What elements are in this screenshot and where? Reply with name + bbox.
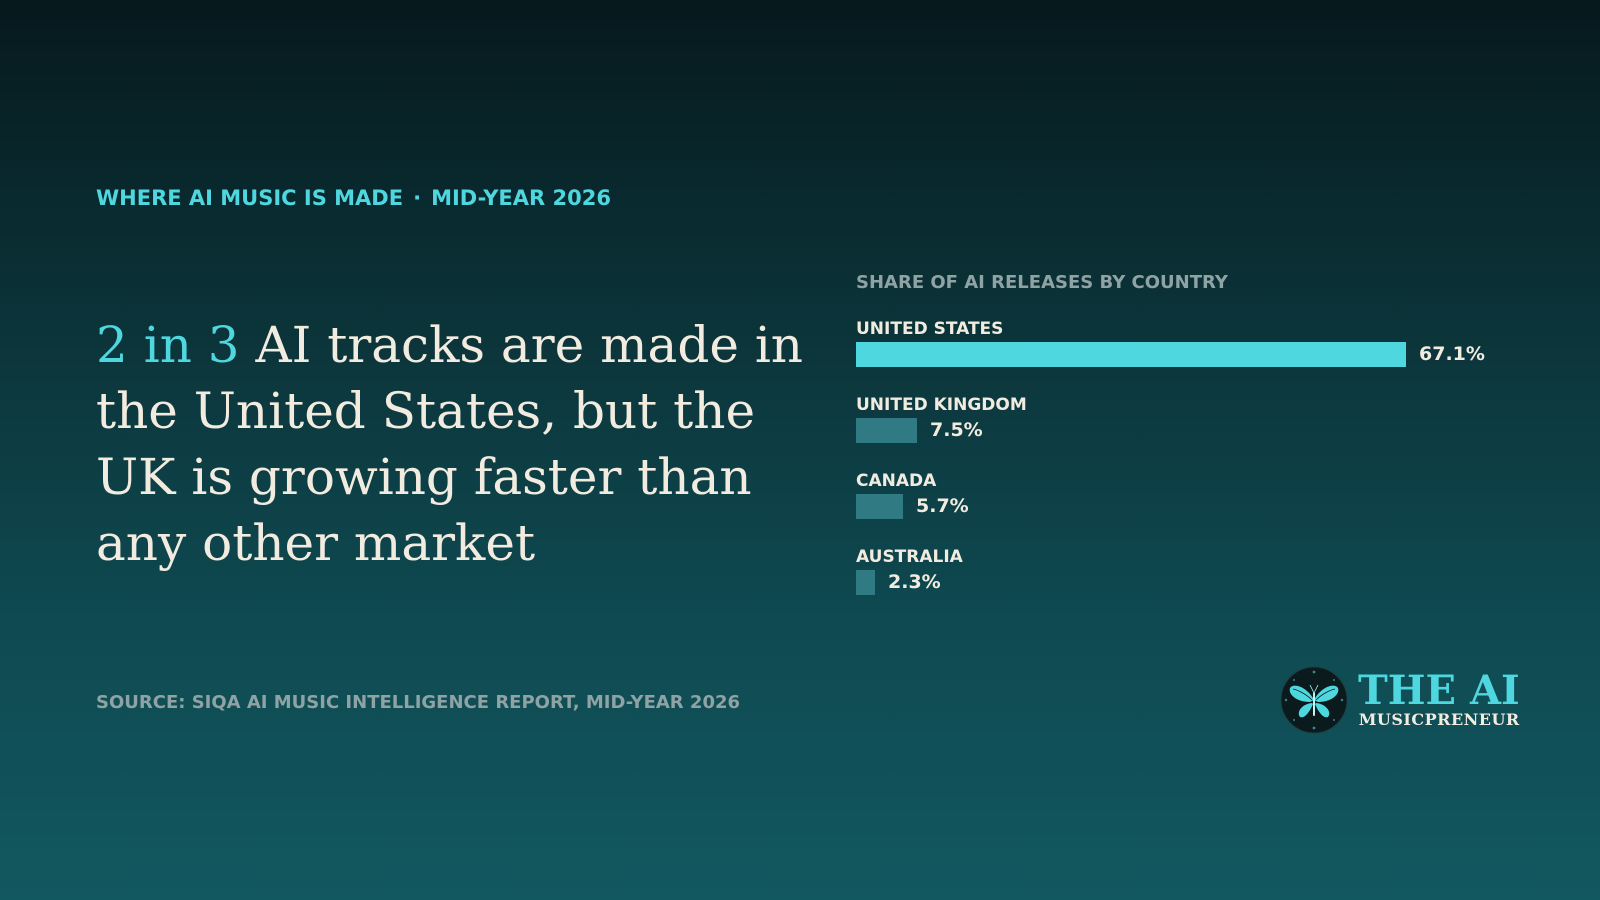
bar-value-label: 7.5% (930, 419, 983, 441)
bar-chart: SHARE OF AI RELEASES BY COUNTRY UNITED S… (856, 272, 1536, 621)
kicker-period: MID-YEAR 2026 (431, 186, 611, 210)
bar-track: 5.7% (856, 493, 1536, 519)
bar-category-label: CANADA (856, 471, 937, 491)
bar (856, 417, 917, 443)
bar-category-label: UNITED KINGDOM (856, 395, 1027, 415)
bar-row: AUSTRALIA 2.3% (856, 545, 1536, 621)
kicker: WHERE AI MUSIC IS MADE · MID-YEAR 2026 (96, 186, 611, 210)
chart-title: SHARE OF AI RELEASES BY COUNTRY (856, 272, 1228, 293)
bar-list: UNITED STATES 67.1% UNITED KINGDOM 7.5% CANA… (856, 317, 1536, 621)
headline: 2 in 3 AI tracks are made in the United … (96, 312, 816, 576)
bar (856, 341, 1406, 367)
bar-value-label: 2.3% (888, 571, 941, 593)
logo-sub-text: MUSICPRENEUR (1358, 710, 1520, 729)
bar-value-label: 5.7% (916, 495, 969, 517)
bar-category-label: UNITED STATES (856, 319, 1004, 339)
headline-text: AI tracks are made in the United States,… (96, 316, 804, 572)
bar (856, 569, 875, 595)
bar-track: 2.3% (856, 569, 1536, 595)
butterfly-icon (1280, 666, 1348, 734)
bar (856, 493, 903, 519)
source-note: SOURCE: SIQA AI MUSIC INTELLIGENCE REPOR… (96, 692, 741, 713)
kicker-topic: WHERE AI MUSIC IS MADE (96, 186, 404, 210)
logo-main-text: THE AI (1358, 667, 1520, 714)
bar-category-label: AUSTRALIA (856, 547, 963, 567)
bar-track: 67.1% (856, 341, 1536, 367)
bar-row: UNITED STATES 67.1% (856, 317, 1536, 393)
logo-wordmark: THE AI MUSICPRENEUR (1358, 671, 1520, 729)
bar-value-label: 67.1% (1419, 343, 1485, 365)
bar-row: UNITED KINGDOM 7.5% (856, 393, 1536, 469)
kicker-separator: · (413, 186, 422, 210)
headline-accent: 2 in 3 (96, 316, 240, 374)
bar-row: CANADA 5.7% (856, 469, 1536, 545)
brand-logo: THE AI MUSICPRENEUR (1280, 666, 1520, 734)
bar-track: 7.5% (856, 417, 1536, 443)
